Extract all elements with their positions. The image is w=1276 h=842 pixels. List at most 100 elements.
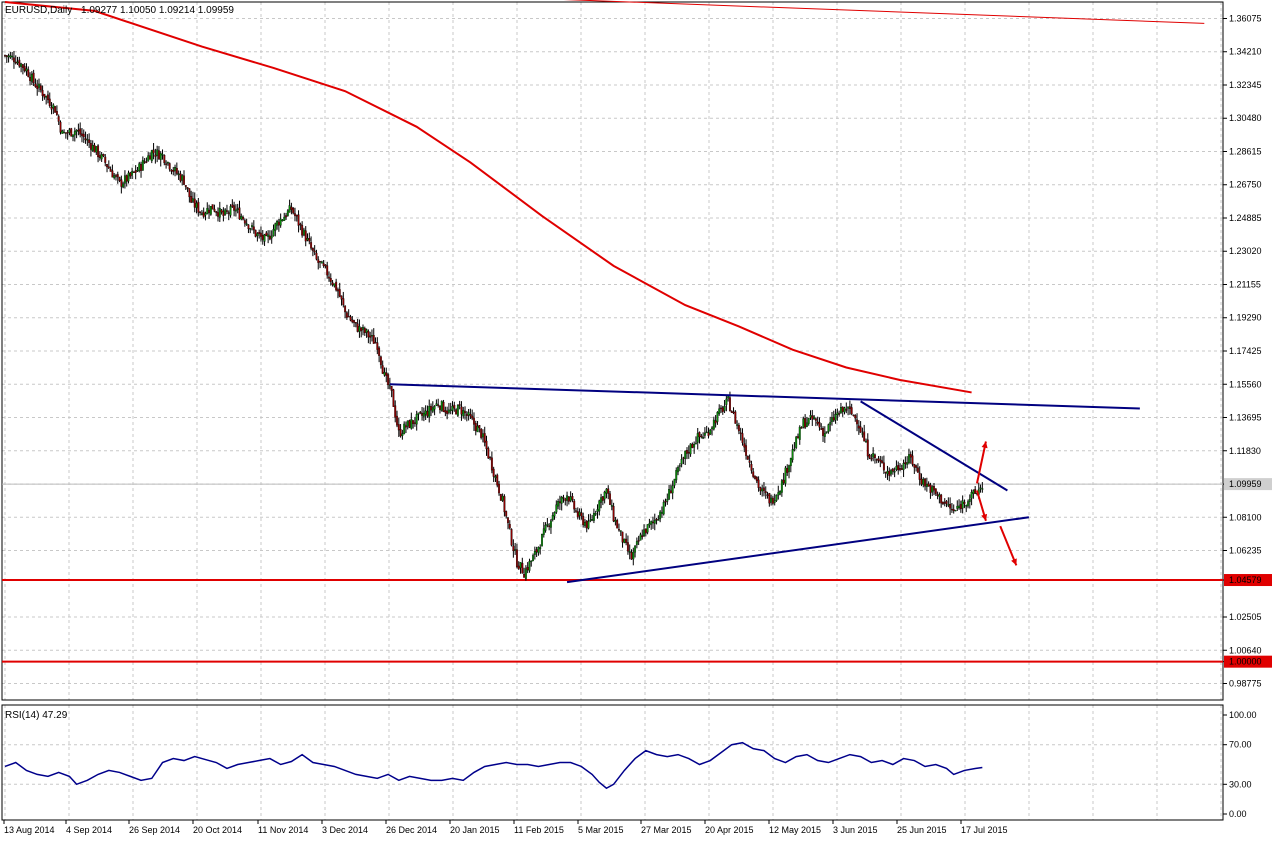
candle-body	[16, 61, 19, 64]
candle	[850, 403, 853, 416]
candle-body	[464, 411, 466, 414]
candle-body	[947, 504, 950, 506]
time-tick-label: 26 Dec 2014	[386, 825, 437, 835]
candle	[88, 133, 91, 148]
candle-body	[754, 475, 756, 479]
candle	[834, 408, 837, 424]
candle-body	[838, 413, 841, 415]
candle	[773, 493, 776, 506]
candle-body	[805, 422, 808, 427]
candle-body	[528, 561, 531, 571]
candle-body	[54, 106, 57, 113]
candle-body	[915, 465, 918, 468]
candle	[510, 528, 513, 547]
candle-body	[576, 511, 579, 518]
candle-body	[39, 85, 42, 91]
candle	[156, 145, 159, 163]
candle-body	[127, 172, 130, 182]
candle	[274, 222, 277, 237]
time-axis: 13 Aug 2014 4 Sep 2014 26 Sep 2014 20 Oct 2…	[3, 820, 1008, 835]
candle-body	[784, 467, 787, 484]
candle-body	[421, 413, 424, 416]
candle	[499, 493, 502, 501]
candle	[91, 140, 94, 152]
candle	[614, 517, 617, 526]
candle	[95, 146, 98, 156]
candle	[351, 315, 354, 324]
candle	[157, 146, 160, 160]
candle-body	[560, 496, 563, 504]
candle-body	[134, 170, 137, 173]
candle	[326, 261, 329, 279]
candle-body	[297, 214, 300, 226]
candle-body	[712, 419, 715, 430]
candle	[818, 417, 821, 431]
candle	[340, 295, 343, 306]
candle-body	[274, 223, 277, 231]
candle	[612, 502, 615, 523]
candle-body	[514, 549, 517, 551]
candle	[707, 427, 710, 439]
candle	[347, 309, 350, 318]
candle	[311, 247, 314, 257]
candle	[408, 419, 411, 429]
candle-body	[456, 404, 459, 416]
candle-body	[313, 250, 316, 253]
candle	[741, 428, 744, 446]
candle	[376, 337, 379, 355]
candle-body	[798, 426, 801, 440]
candle	[179, 170, 182, 183]
candle-body	[909, 453, 912, 458]
candle-body	[687, 451, 690, 454]
candle-body	[517, 565, 520, 570]
candle-body	[770, 497, 773, 503]
candle-body	[299, 223, 302, 226]
candle-body	[113, 175, 116, 179]
candle	[530, 560, 533, 567]
candle-body	[286, 210, 289, 216]
candle-body	[306, 238, 309, 241]
candle	[412, 420, 415, 429]
level-price-tag	[1224, 574, 1272, 587]
candle	[786, 464, 789, 476]
candle-body	[34, 83, 37, 87]
candle	[795, 435, 798, 450]
candle-body	[211, 204, 214, 210]
candle-body	[510, 529, 513, 546]
candle-body	[816, 421, 819, 424]
candle-body	[227, 212, 230, 214]
candle-body	[968, 498, 971, 502]
candle-body	[825, 431, 828, 433]
candle	[186, 187, 189, 193]
candle	[406, 420, 409, 430]
candle-body	[623, 538, 626, 543]
candle-body	[27, 69, 30, 77]
candle	[734, 410, 737, 424]
candle-body	[931, 486, 934, 493]
candle-body	[84, 138, 87, 141]
candle-body	[322, 263, 325, 266]
candle	[34, 78, 37, 88]
trend-line	[566, 516, 1030, 584]
candle-body	[88, 139, 91, 143]
candle	[7, 53, 10, 63]
candle-body	[533, 550, 536, 555]
candle	[712, 416, 715, 431]
candle	[455, 408, 458, 415]
candle-body	[20, 63, 23, 67]
candle	[258, 229, 261, 239]
candle-body	[143, 161, 146, 163]
candle-body	[612, 506, 615, 522]
candle-body	[496, 474, 499, 486]
candle	[682, 456, 685, 465]
candle-body	[177, 173, 180, 175]
candle	[75, 129, 78, 139]
candle	[498, 480, 500, 496]
time-tick-label: 20 Jan 2015	[450, 825, 500, 835]
candle	[82, 129, 85, 143]
rsi-series-line	[4, 741, 983, 790]
candle-body	[249, 228, 252, 230]
candle-body	[431, 407, 434, 412]
candle	[191, 191, 194, 204]
candle	[592, 508, 595, 524]
